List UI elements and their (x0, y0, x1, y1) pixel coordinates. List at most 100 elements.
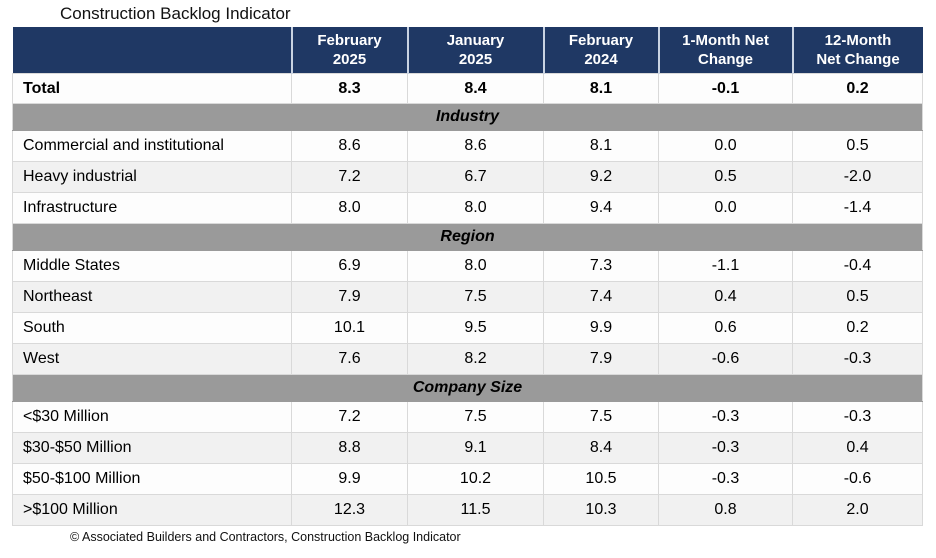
cell-value: 7.3 (543, 250, 659, 282)
cell-value: -0.3 (658, 432, 793, 464)
table-row: South 10.1 9.5 9.9 0.6 0.2 (12, 312, 923, 344)
backlog-table: February 2025 January 2025 February 2024 1-… (12, 27, 923, 526)
cell-value: 8.8 (291, 432, 408, 464)
column-header: February 2025 (290, 27, 408, 74)
row-label: Middle States (12, 250, 292, 282)
row-label: Northeast (12, 281, 292, 313)
cell-value: -0.4 (792, 250, 923, 282)
row-label: West (12, 343, 292, 375)
cell-value: 8.0 (291, 192, 408, 224)
cell-value: 0.2 (792, 73, 923, 104)
row-label: South (12, 312, 292, 344)
column-header: 12-Month Net Change (791, 27, 923, 74)
cell-value: -1.1 (658, 250, 793, 282)
section-band: Company Size (12, 374, 923, 402)
cell-value: 7.9 (543, 343, 659, 375)
table-row: West 7.6 8.2 7.9 -0.6 -0.3 (12, 343, 923, 375)
row-label: $50-$100 Million (12, 463, 292, 495)
cell-value: 7.6 (291, 343, 408, 375)
cell-value: 9.9 (543, 312, 659, 344)
cell-value: 7.4 (543, 281, 659, 313)
section-band-label: Company Size (12, 374, 923, 402)
row-label-column-header (12, 27, 292, 74)
source-attribution: © Associated Builders and Contractors, C… (70, 530, 461, 544)
table-row: $50-$100 Million 9.9 10.2 10.5 -0.3 -0.6 (12, 463, 923, 495)
cell-value: -0.1 (658, 73, 793, 104)
cell-value: 9.4 (543, 192, 659, 224)
row-label: Commercial and institutional (12, 130, 292, 162)
cell-value: 9.2 (543, 161, 659, 193)
header-row: February 2025 January 2025 February 2024 1-… (12, 27, 923, 74)
table-row: Middle States 6.9 8.0 7.3 -1.1 -0.4 (12, 250, 923, 282)
cell-value: 12.3 (291, 494, 408, 526)
row-label: >$100 Million (12, 494, 292, 526)
table-row: <$30 Million 7.2 7.5 7.5 -0.3 -0.3 (12, 401, 923, 433)
cell-value: 7.2 (291, 401, 408, 433)
table-row: Northeast 7.9 7.5 7.4 0.4 0.5 (12, 281, 923, 313)
row-label: Heavy industrial (12, 161, 292, 193)
cell-value: 8.6 (291, 130, 408, 162)
cell-value: -2.0 (792, 161, 923, 193)
total-row: Total 8.3 8.4 8.1 -0.1 0.2 (12, 73, 923, 104)
section-band-label: Industry (12, 103, 923, 131)
cell-value: 8.4 (407, 73, 544, 104)
cell-value: 10.5 (543, 463, 659, 495)
cell-value: 10.3 (543, 494, 659, 526)
cell-value: 7.2 (291, 161, 408, 193)
column-header: February 2024 (542, 27, 659, 74)
row-label: Infrastructure (12, 192, 292, 224)
cell-value: -0.3 (792, 343, 923, 375)
table-row: Commercial and institutional 8.6 8.6 8.1 0.0… (12, 130, 923, 162)
cell-value: 0.4 (658, 281, 793, 313)
cell-value: 9.9 (291, 463, 408, 495)
row-label: Total (12, 73, 292, 104)
cell-value: -0.3 (658, 401, 793, 433)
cell-value: 7.5 (543, 401, 659, 433)
column-header: January 2025 (406, 27, 544, 74)
cell-value: 0.5 (658, 161, 793, 193)
table-row: $30-$50 Million 8.8 9.1 8.4 -0.3 0.4 (12, 432, 923, 464)
cell-value: 6.9 (291, 250, 408, 282)
row-label: <$30 Million (12, 401, 292, 433)
cell-value: 8.0 (407, 250, 544, 282)
cell-value: 8.4 (543, 432, 659, 464)
cell-value: 9.1 (407, 432, 544, 464)
cell-value: 7.9 (291, 281, 408, 313)
cell-value: 8.0 (407, 192, 544, 224)
section-band: Region (12, 223, 923, 251)
cell-value: 0.5 (792, 130, 923, 162)
cell-value: 11.5 (407, 494, 544, 526)
cell-value: -0.6 (792, 463, 923, 495)
table-row: Infrastructure 8.0 8.0 9.4 0.0 -1.4 (12, 192, 923, 224)
cell-value: -1.4 (792, 192, 923, 224)
table-row: >$100 Million 12.3 11.5 10.3 0.8 2.0 (12, 494, 923, 526)
table-row: Heavy industrial 7.2 6.7 9.2 0.5 -2.0 (12, 161, 923, 193)
table-body: Total 8.3 8.4 8.1 -0.1 0.2 Industry Commercial … (12, 73, 923, 526)
cell-value: 2.0 (792, 494, 923, 526)
cell-value: 9.5 (407, 312, 544, 344)
cell-value: 0.0 (658, 192, 793, 224)
cell-value: 7.5 (407, 281, 544, 313)
cell-value: -0.6 (658, 343, 793, 375)
cell-value: 8.3 (291, 73, 408, 104)
cell-value: 8.1 (543, 130, 659, 162)
cell-value: 7.5 (407, 401, 544, 433)
page-title: Construction Backlog Indicator (60, 4, 291, 23)
section-band: Industry (12, 103, 923, 131)
cell-value: 0.5 (792, 281, 923, 313)
cell-value: 6.7 (407, 161, 544, 193)
cell-value: 8.1 (543, 73, 659, 104)
cell-value: 0.8 (658, 494, 793, 526)
section-band-label: Region (12, 223, 923, 251)
cell-value: 0.4 (792, 432, 923, 464)
cell-value: -0.3 (658, 463, 793, 495)
cell-value: 10.2 (407, 463, 544, 495)
row-label: $30-$50 Million (12, 432, 292, 464)
cell-value: -0.3 (792, 401, 923, 433)
cell-value: 8.6 (407, 130, 544, 162)
cell-value: 8.2 (407, 343, 544, 375)
cell-value: 0.0 (658, 130, 793, 162)
cell-value: 10.1 (291, 312, 408, 344)
column-header: 1-Month Net Change (657, 27, 793, 74)
cell-value: 0.2 (792, 312, 923, 344)
